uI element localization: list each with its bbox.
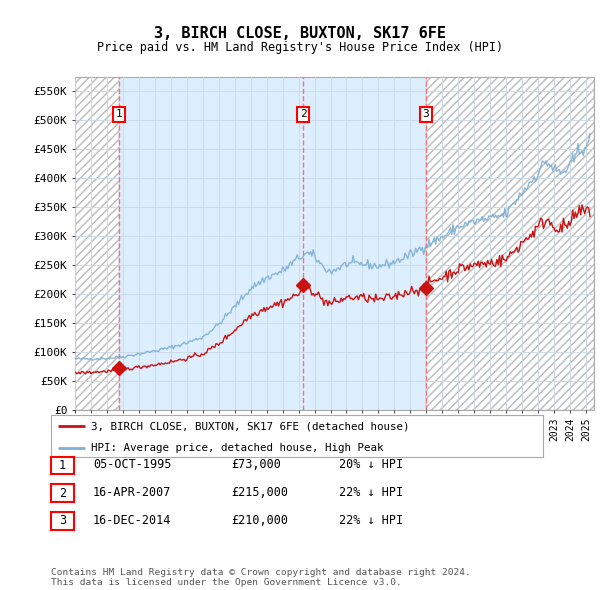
Text: £215,000: £215,000	[231, 486, 288, 499]
Bar	[119, 77, 425, 410]
Text: 3: 3	[59, 514, 66, 527]
Text: 3: 3	[422, 109, 429, 119]
Text: 22% ↓ HPI: 22% ↓ HPI	[339, 486, 403, 499]
Text: 1: 1	[59, 459, 66, 472]
Bar	[75, 77, 119, 410]
Bar	[425, 77, 594, 410]
Text: 05-OCT-1995: 05-OCT-1995	[93, 458, 172, 471]
Text: 2: 2	[59, 487, 66, 500]
Text: £73,000: £73,000	[231, 458, 281, 471]
Text: HPI: Average price, detached house, High Peak: HPI: Average price, detached house, High…	[91, 443, 384, 453]
Text: Price paid vs. HM Land Registry's House Price Index (HPI): Price paid vs. HM Land Registry's House …	[97, 41, 503, 54]
Text: £210,000: £210,000	[231, 514, 288, 527]
Bar	[75, 77, 119, 410]
Text: 16-APR-2007: 16-APR-2007	[93, 486, 172, 499]
Text: 2: 2	[300, 109, 307, 119]
Bar	[425, 77, 594, 410]
Text: 20% ↓ HPI: 20% ↓ HPI	[339, 458, 403, 471]
Text: 22% ↓ HPI: 22% ↓ HPI	[339, 514, 403, 527]
Text: 1: 1	[116, 109, 122, 119]
Text: 3, BIRCH CLOSE, BUXTON, SK17 6FE: 3, BIRCH CLOSE, BUXTON, SK17 6FE	[154, 27, 446, 41]
Text: Contains HM Land Registry data © Crown copyright and database right 2024.
This d: Contains HM Land Registry data © Crown c…	[51, 568, 471, 587]
Text: 3, BIRCH CLOSE, BUXTON, SK17 6FE (detached house): 3, BIRCH CLOSE, BUXTON, SK17 6FE (detach…	[91, 421, 410, 431]
Text: 16-DEC-2014: 16-DEC-2014	[93, 514, 172, 527]
